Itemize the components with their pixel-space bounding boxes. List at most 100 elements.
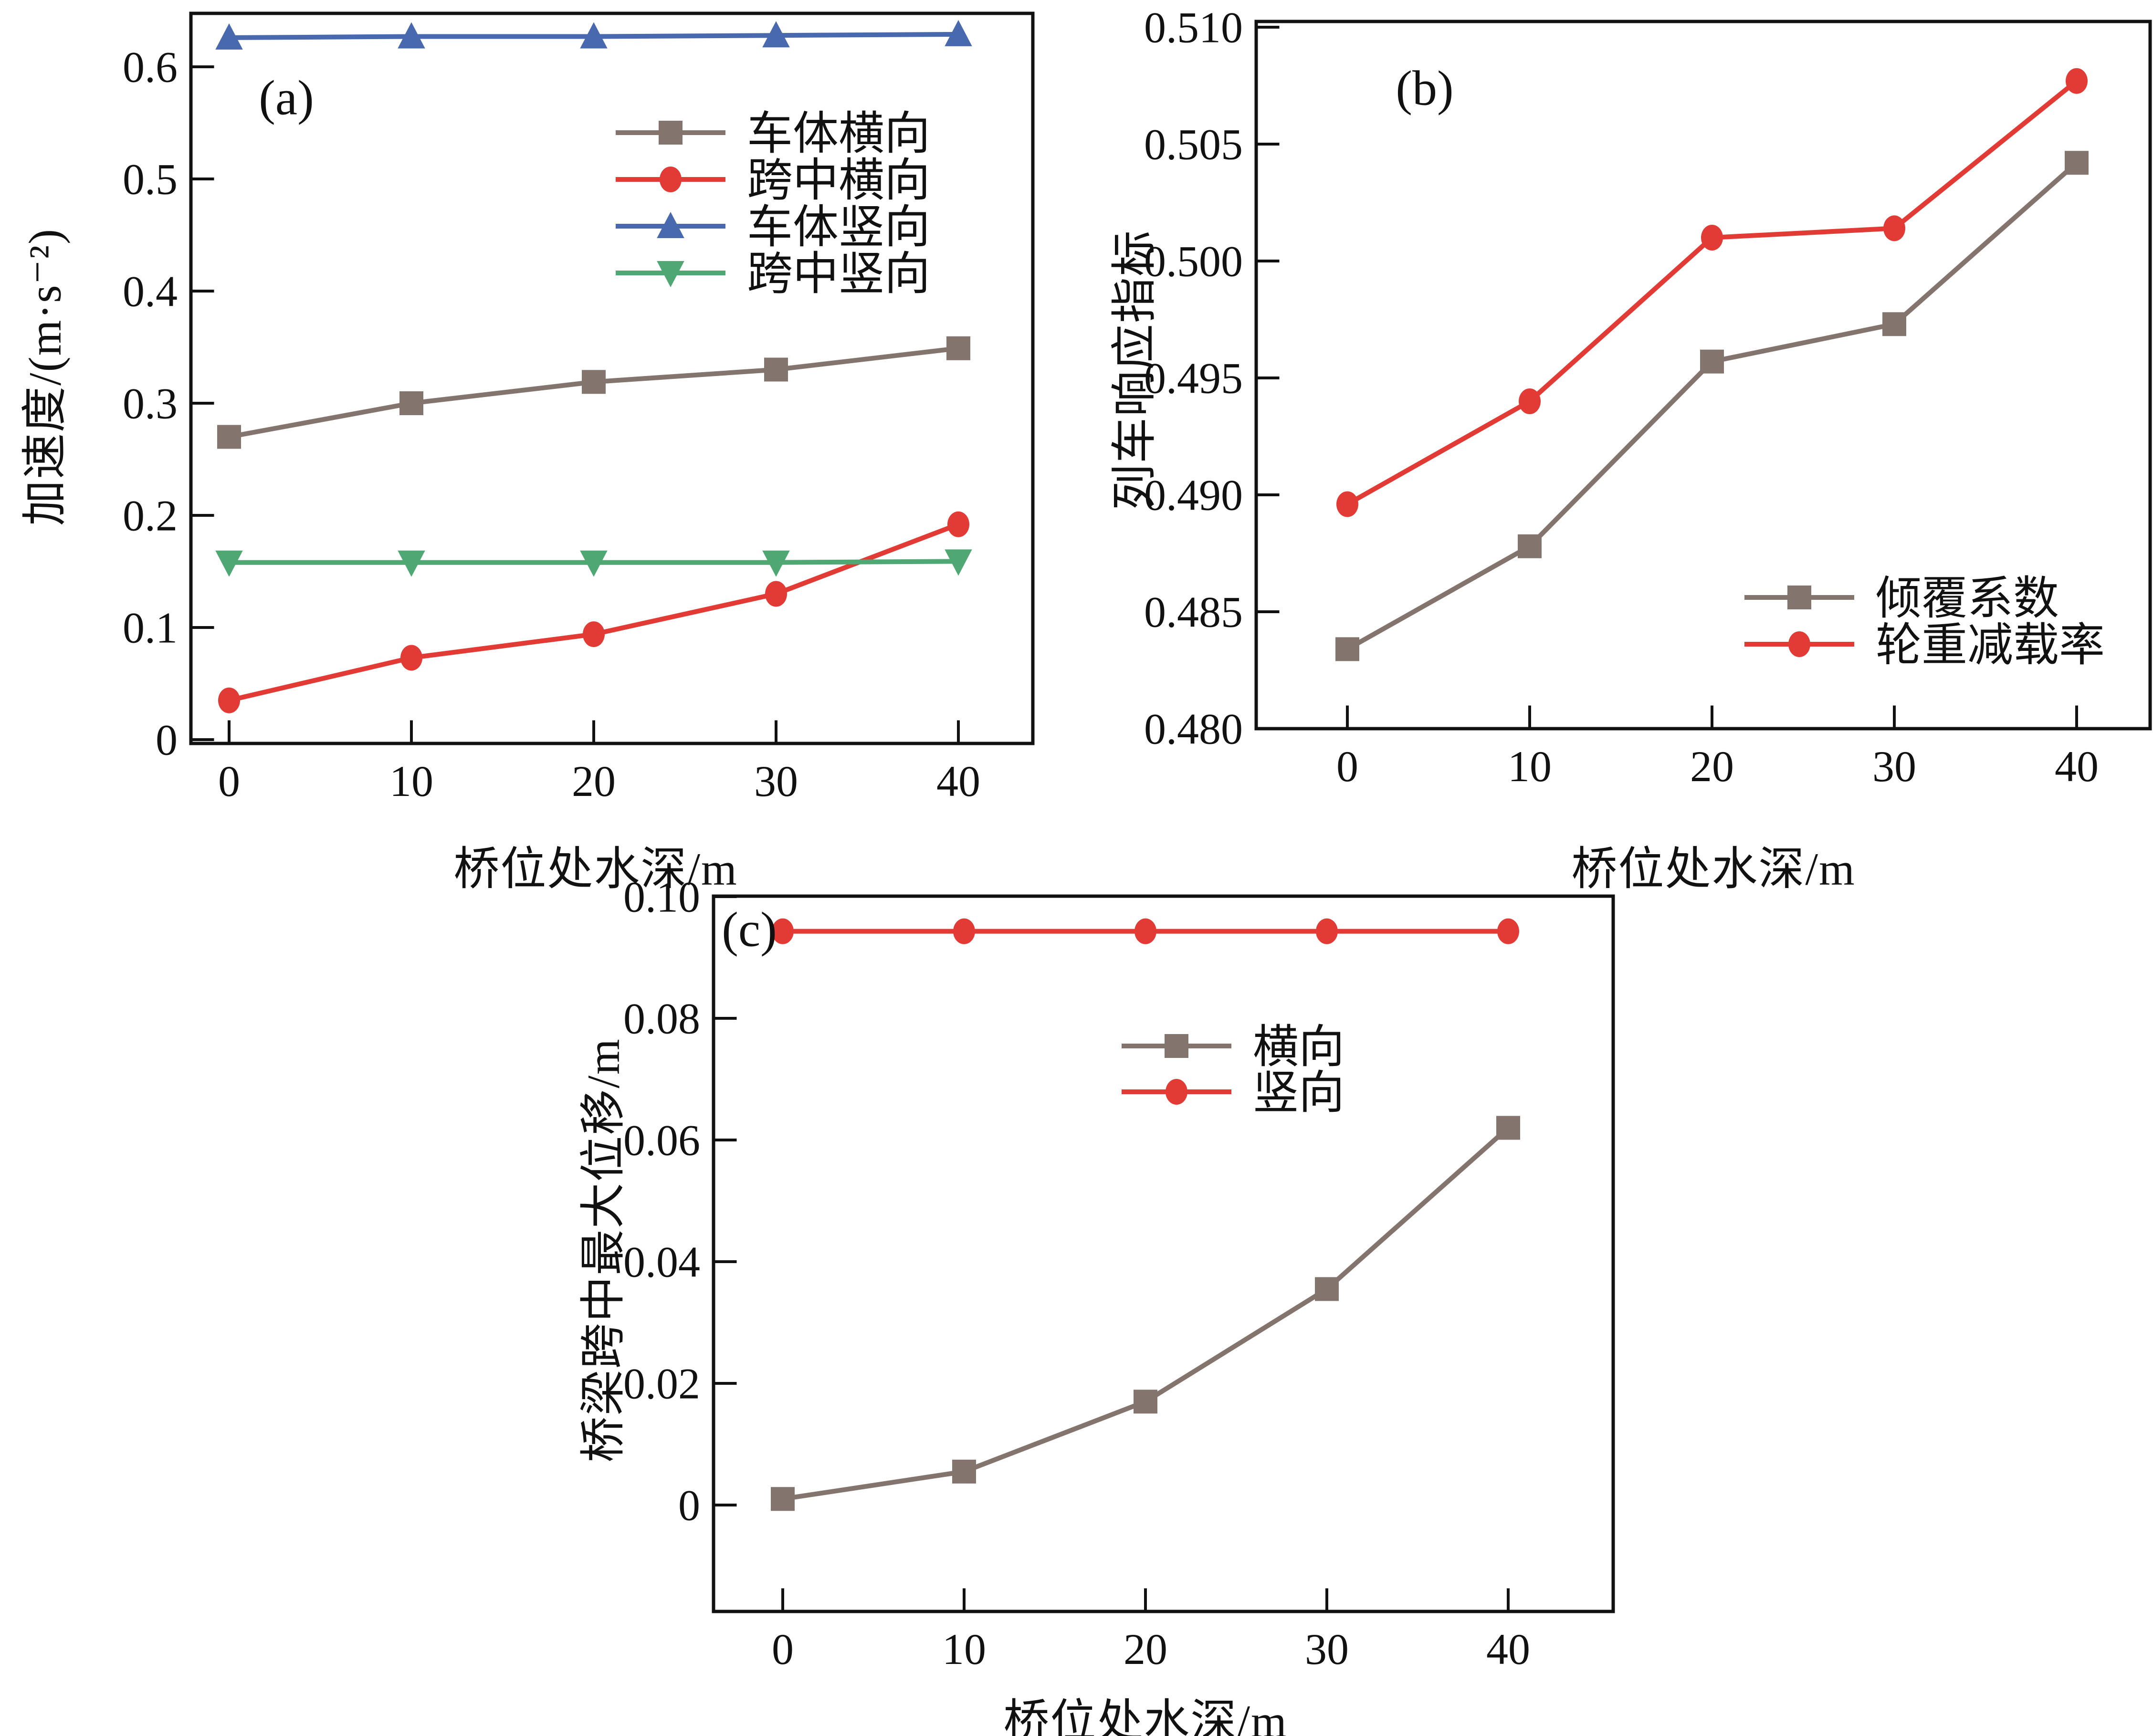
marker-square [764,357,788,382]
x-tick-label: 30 [754,757,798,805]
chart-a-y-axis-title: 加速度/(m·s⁻²) [19,228,71,526]
y-tick-label: 0.08 [623,994,700,1043]
chart-b: 0.480 0.485 0.490 0.495 0.500 0.505 0.510 0 10 20… [1144,3,2152,791]
x-tick-label: 40 [936,757,980,805]
x-tick-label: 0 [772,1625,794,1673]
x-tick-label: 40 [1486,1625,1530,1673]
marker-square [1335,637,1359,661]
marker-triangle-down [657,261,684,287]
marker-circle [1497,918,1519,944]
legend-label: 跨中竖向 [747,249,930,300]
marker-triangle-up [762,21,790,48]
y-tick-label: 0.6 [123,42,178,91]
chart-b-y-axis-title: 列车响应指标 [1109,230,1160,510]
panel-label-a: (a) [259,70,314,125]
legend-label: 车体竖向 [747,202,930,253]
x-tick-label: 20 [1690,742,1734,791]
y-tick-label: 0.5 [123,155,178,203]
series-line-0 [782,1126,1510,1502]
y-tick-label: 0.490 [1144,471,1243,519]
marker-square [952,1459,976,1484]
marker-circle [1336,491,1358,517]
chart-a: 0 0.1 0.2 0.3 0.4 0.5 0.6 0 10 20 30 40 车体横向跨中横向车体竖向… [123,11,1035,805]
marker-square [946,336,970,360]
marker-square [217,425,241,449]
y-tick-label: 0.485 [1144,587,1243,636]
y-tick-label: 0.4 [123,267,178,315]
marker-circle [765,581,787,607]
y-tick-label: 0.510 [1144,3,1243,52]
y-tick-label: 0.04 [623,1237,700,1286]
marker-circle [1883,215,1905,241]
legend-label: 轮重减载率 [1876,620,2105,671]
y-tick-label: 0.480 [1144,704,1243,753]
marker-circle [947,511,969,537]
chart-c-y-axis-title: 桥梁跨中最大位移/m [578,1038,629,1463]
marker-triangle-up [398,22,425,49]
y-tick-label: 0 [678,1481,700,1529]
legend-item: 跨中竖向 [616,249,930,300]
legend-item: 竖向 [1122,1067,1344,1119]
series-line-1 [1346,79,2079,506]
y-tick-label: 0.1 [123,603,178,652]
y-tick-label: 0.10 [623,872,700,921]
y-tick-label: 0.3 [123,379,178,428]
marker-circle [2066,68,2088,94]
legend-item: 轮重减载率 [1744,620,2105,671]
marker-circle [1788,631,1810,657]
x-tick-label: 10 [389,757,433,805]
x-tick-label: 20 [1124,1625,1167,1673]
panel-label-c: (c) [722,902,777,957]
marker-square [1882,312,1906,336]
marker-square [771,1487,795,1511]
x-tick-label: 0 [218,757,240,805]
marker-square [1700,349,1724,374]
marker-circle [1701,225,1723,251]
marker-circle [772,918,794,944]
marker-square [1315,1277,1339,1301]
marker-square [582,370,606,394]
y-tick-label: 0 [156,715,178,764]
x-tick-label: 0 [1336,742,1358,791]
marker-triangle-up [580,22,608,49]
marker-circle [953,918,975,944]
x-tick-label: 30 [1872,742,1916,791]
legend-label: 跨中横向 [747,155,930,206]
marker-circle [400,645,422,671]
y-tick-label: 0.02 [623,1359,700,1408]
y-tick-label: 0.505 [1144,120,1243,168]
marker-circle [1166,1079,1187,1105]
marker-triangle-down [398,550,425,577]
y-tick-label: 0.06 [623,1116,700,1164]
marker-triangle-down [215,550,243,577]
marker-triangle-down [945,549,972,576]
marker-square [1165,1034,1188,1058]
marker-square [1134,1390,1157,1414]
x-tick-label: 10 [1508,742,1552,791]
plot-border [189,11,1035,745]
chart-b-x-axis-title: 桥位处水深/m [1571,843,1856,895]
legend-item: 横向 [1122,1022,1344,1073]
marker-triangle-down [580,550,608,577]
legend-label: 倾覆系数 [1876,573,2059,624]
legend-item: 倾覆系数 [1744,573,2059,624]
marker-square [659,121,683,145]
y-tick-label: 0.500 [1144,237,1243,285]
marker-circle [583,621,605,648]
marker-triangle-down [762,550,790,577]
plot-border [712,894,1615,1613]
marker-square [1518,534,1542,558]
chart-a-x-axis-title: 桥位处水深/m [453,843,738,895]
marker-square [399,391,423,415]
marker-circle [1134,918,1156,944]
legend-item: 车体横向 [616,108,930,159]
marker-triangle-up [657,212,684,238]
legend-label: 横向 [1253,1022,1344,1073]
x-tick-label: 20 [572,757,616,805]
y-tick-label: 0.495 [1144,354,1243,402]
legend-item: 车体竖向 [616,202,930,253]
marker-triangle-up [215,23,243,50]
